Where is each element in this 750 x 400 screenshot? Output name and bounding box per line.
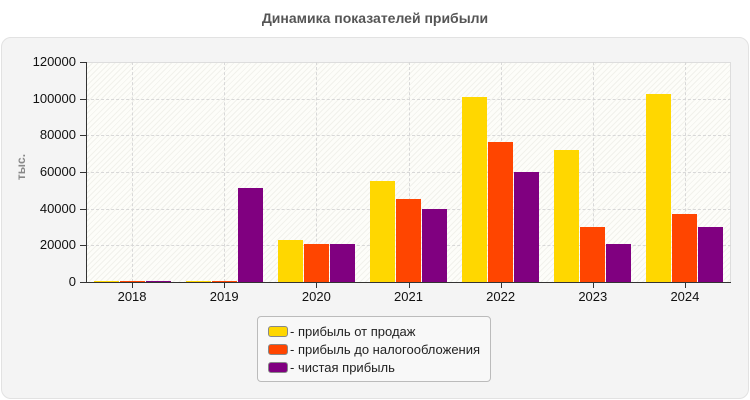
y-tick-mark <box>80 135 86 137</box>
x-tick-mark <box>224 283 225 288</box>
x-tick-label: 2019 <box>209 289 239 304</box>
x-tick-label: 2022 <box>486 289 516 304</box>
y-tick-label: 40000 <box>39 200 76 216</box>
y-axis-line <box>86 62 87 283</box>
grid-line-vertical <box>224 62 225 282</box>
bar-2019-0[interactable] <box>185 281 211 282</box>
legend-item-sales: - прибыль от продаж <box>268 324 415 340</box>
bar-2018-0[interactable] <box>93 281 119 282</box>
grid-line-vertical <box>685 62 686 282</box>
bar-2021-0[interactable] <box>370 181 395 282</box>
chart-legend: - прибыль от продаж - прибыль до налогоо… <box>257 316 491 382</box>
bar-2019-1[interactable] <box>211 281 237 282</box>
grid-line-vertical <box>132 62 133 282</box>
legend-swatch-net <box>268 362 288 374</box>
x-tick-mark <box>409 283 410 288</box>
bar-2024-1[interactable] <box>672 214 698 282</box>
x-tick-label: 2021 <box>394 289 423 304</box>
legend-swatch-pretax <box>268 344 288 356</box>
bar-2020-0[interactable] <box>277 239 303 282</box>
legend-label: - прибыль до налогообложения <box>290 342 481 357</box>
y-tick-label: 80000 <box>39 127 76 143</box>
grid-line-horizontal <box>86 98 731 100</box>
x-tick-label: 2020 <box>301 289 331 304</box>
x-tick-mark <box>132 283 133 288</box>
x-tick-label: 2018 <box>117 289 147 304</box>
y-tick-label: 0 <box>68 274 76 289</box>
legend-item-pretax: - прибыль до налогообложения <box>268 342 480 358</box>
y-axis-title: тыс. <box>14 153 28 181</box>
grid-line-vertical <box>593 62 594 282</box>
bar-2020-2[interactable] <box>329 243 355 282</box>
legend-item-net: - чистая прибыль <box>268 360 395 376</box>
x-tick-mark <box>593 283 594 288</box>
grid-line-vertical <box>409 62 410 282</box>
grid-line-vertical <box>316 62 317 282</box>
grid-line-horizontal <box>86 172 731 173</box>
legend-swatch-sales <box>268 326 288 338</box>
y-tick-label: 20000 <box>39 237 76 253</box>
bar-2018-1[interactable] <box>119 281 145 282</box>
x-tick-label: 2023 <box>578 289 608 304</box>
y-tick-mark <box>80 245 86 247</box>
bar-2022-0[interactable] <box>462 96 488 282</box>
bar-2024-2[interactable] <box>698 227 724 282</box>
bar-2020-1[interactable] <box>303 243 329 282</box>
x-tick-mark <box>316 283 317 288</box>
bar-2023-2[interactable] <box>606 243 632 282</box>
bar-2021-1[interactable] <box>396 198 421 282</box>
y-tick-label: 120000 <box>32 54 76 69</box>
legend-label: - чистая прибыль <box>290 360 395 375</box>
bar-2019-2[interactable] <box>237 187 263 282</box>
y-tick-mark <box>80 98 86 100</box>
x-tick-mark <box>501 283 502 288</box>
x-tick-label: 2024 <box>670 289 700 304</box>
y-tick-mark <box>80 282 86 283</box>
legend-label: - прибыль от продаж <box>290 324 416 339</box>
x-axis-line <box>86 282 731 283</box>
bar-2024-0[interactable] <box>646 94 672 282</box>
x-tick-mark <box>685 283 686 288</box>
chart-title: Динамика показателей прибыли <box>261 10 489 26</box>
bar-2022-2[interactable] <box>514 172 540 282</box>
bar-2018-2[interactable] <box>145 281 171 282</box>
bar-2021-2[interactable] <box>422 208 447 282</box>
bar-2022-1[interactable] <box>488 141 514 282</box>
bar-2023-1[interactable] <box>580 227 606 282</box>
grid-line-horizontal <box>86 135 731 137</box>
y-tick-mark <box>80 172 86 173</box>
y-tick-label: 100000 <box>32 90 76 106</box>
y-tick-label: 60000 <box>39 164 76 179</box>
y-tick-mark <box>80 208 86 210</box>
bar-2023-0[interactable] <box>554 150 580 282</box>
y-tick-mark <box>80 62 86 63</box>
